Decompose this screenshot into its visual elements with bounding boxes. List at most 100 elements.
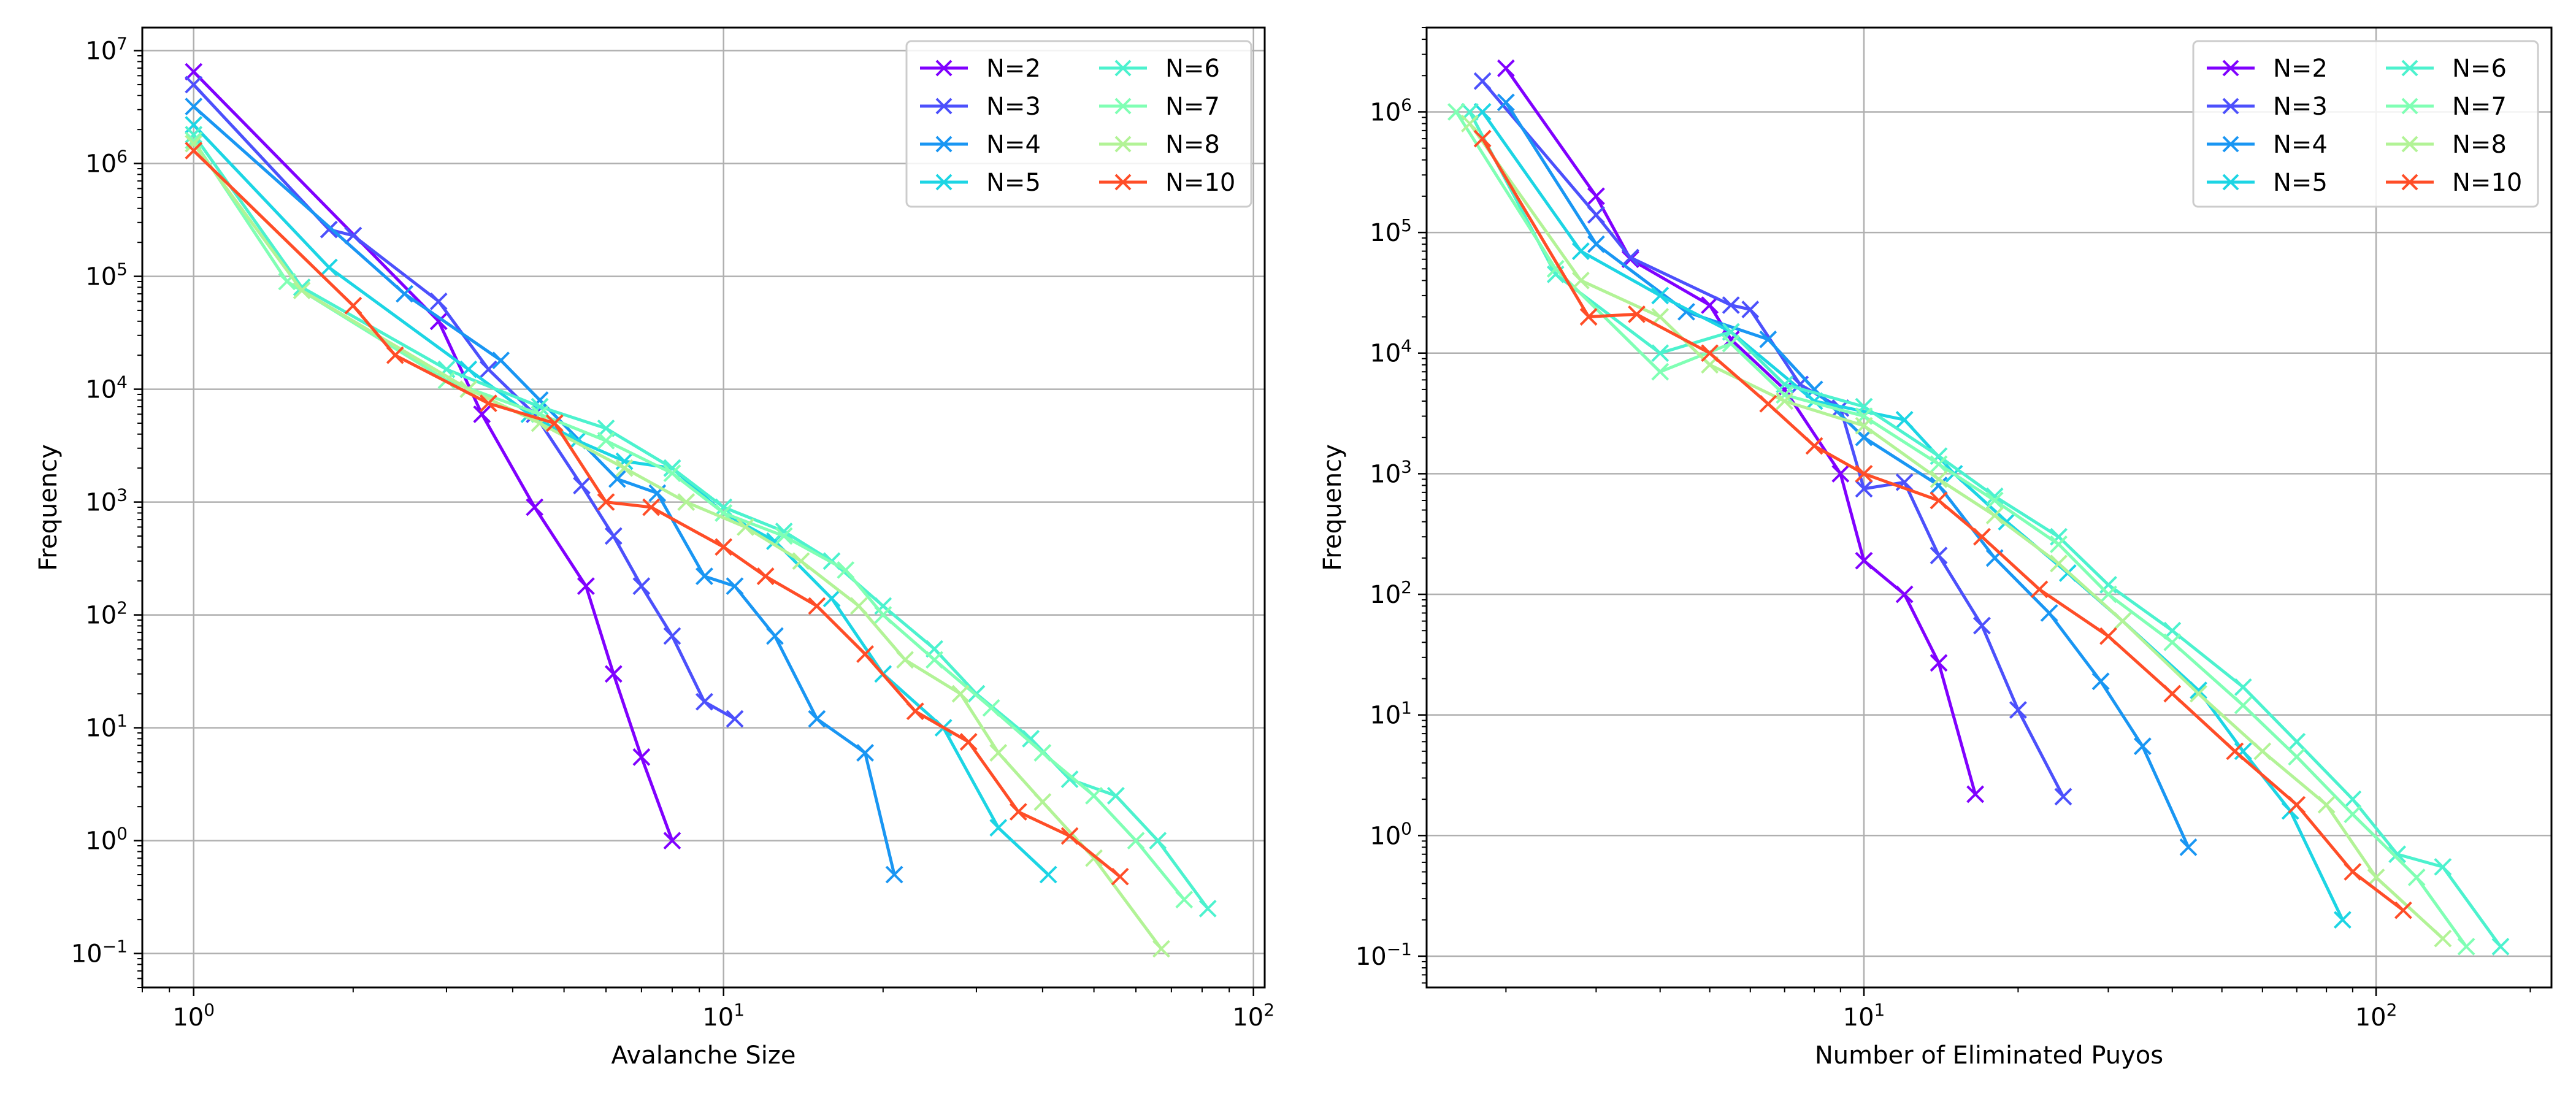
data-point-marker	[837, 561, 855, 579]
data-point-marker	[429, 312, 448, 331]
data-point-marker	[1587, 187, 1605, 205]
legend-swatch-marker	[2401, 59, 2418, 77]
data-point-marker	[775, 527, 793, 545]
data-point-marker	[856, 744, 874, 762]
series-line	[192, 123, 1049, 876]
data-point-marker	[2407, 868, 2426, 886]
data-point-marker	[2099, 627, 2117, 645]
y-tick-label: 105	[85, 259, 128, 291]
y-tick-label: 102	[1370, 577, 1412, 609]
data-point-marker	[2190, 681, 2207, 699]
data-point-marker	[1473, 129, 1492, 148]
data-point-marker	[2288, 732, 2306, 751]
x-tick-label: 102	[2355, 1000, 2398, 1032]
data-point-marker	[473, 405, 491, 423]
legend-label: N=4	[986, 131, 1041, 159]
data-point-marker	[989, 744, 1008, 762]
data-point-marker	[663, 832, 681, 850]
legend-label: N=6	[1165, 55, 1220, 83]
grid	[142, 28, 1265, 987]
legend-label: N=8	[2452, 131, 2507, 159]
data-point-marker	[1447, 103, 1465, 121]
series-n-8	[1460, 115, 2452, 948]
legend-box	[905, 40, 1252, 208]
data-point-marker	[2317, 795, 2336, 814]
series-group	[1447, 59, 2510, 956]
data-point-marker	[396, 285, 413, 303]
data-point-marker	[1776, 392, 1794, 410]
data-point-marker	[1198, 899, 1217, 918]
data-point-marker	[185, 75, 203, 94]
legend-label: N=5	[2273, 169, 2328, 197]
legend-label: N=6	[2452, 55, 2507, 83]
legend-box	[2192, 40, 2539, 208]
data-point-marker	[1855, 551, 1873, 570]
y-axis-label: Frequency	[1319, 444, 1347, 571]
data-point-marker	[1022, 730, 1040, 748]
data-point-marker	[344, 296, 362, 315]
legend-label: N=7	[2452, 93, 2507, 121]
data-point-marker	[677, 493, 696, 511]
x-tick-label: 102	[1232, 1000, 1275, 1032]
data-point-marker	[1546, 259, 1565, 278]
data-point-marker	[1930, 546, 1948, 565]
data-point-marker	[386, 346, 404, 364]
legend-item: N=5	[2207, 169, 2328, 197]
data-point-marker	[2333, 911, 2352, 929]
data-point-marker	[1587, 235, 1605, 253]
data-point-marker	[2050, 527, 2068, 546]
data-point-marker	[1985, 507, 2004, 524]
data-point-marker	[726, 577, 744, 596]
x-axis-label: Avalanche Size	[611, 1041, 796, 1070]
series-line	[192, 142, 1163, 950]
data-point-marker	[856, 645, 874, 663]
y-tick-label: 104	[85, 372, 128, 404]
data-point-marker	[756, 567, 775, 585]
data-point-marker	[2288, 748, 2306, 766]
data-point-marker	[2434, 857, 2452, 876]
legend-item: N=6	[1099, 55, 1220, 83]
data-point-marker	[696, 692, 713, 711]
data-point-marker	[2050, 554, 2068, 573]
data-point-marker	[1033, 793, 1052, 811]
series-n-6	[1460, 103, 2510, 956]
x-axis-label: Number of Eliminated Puyos	[1815, 1041, 2163, 1070]
data-point-marker	[926, 651, 943, 669]
series-n-4	[185, 98, 903, 884]
data-point-marker	[775, 522, 793, 540]
plot-frame	[1425, 26, 2553, 989]
data-point-marker	[632, 577, 651, 596]
data-point-marker	[320, 258, 338, 277]
data-point-marker	[2190, 684, 2207, 703]
y-tick-label: 106	[1370, 94, 1412, 126]
data-point-marker	[2394, 901, 2412, 919]
series-line	[1505, 101, 2190, 848]
data-point-marker	[185, 98, 203, 116]
data-point-marker	[1973, 527, 1991, 546]
data-point-marker	[2054, 788, 2072, 806]
data-point-marker	[1930, 455, 1948, 473]
data-point-marker	[822, 589, 841, 608]
data-point-marker	[792, 552, 810, 570]
legend-label: N=3	[2273, 93, 2328, 121]
data-point-marker	[2040, 604, 2058, 622]
series-n-2	[185, 63, 681, 850]
legend-item: N=3	[2207, 93, 2328, 121]
legend: N=2 N=3 N=4 N=5 N=6 N=7 N=8 N=10	[2192, 40, 2539, 208]
data-point-marker	[1033, 744, 1052, 762]
data-point-marker	[185, 142, 203, 160]
data-point-marker	[1805, 437, 1823, 455]
data-point-marker	[1651, 362, 1669, 381]
data-point-marker	[1973, 616, 1991, 635]
legend-swatch-marker	[935, 174, 953, 191]
legend-swatch-marker	[935, 98, 953, 115]
y-tick-label: 101	[85, 711, 128, 743]
legend-label: N=8	[1165, 131, 1220, 159]
legend-swatch-marker	[2401, 174, 2418, 191]
y-axis-label: Frequency	[34, 444, 63, 571]
data-point-marker	[982, 699, 1000, 717]
legend-label: N=3	[986, 93, 1041, 121]
data-point-marker	[479, 360, 497, 378]
y-tick-label: 10−1	[1355, 939, 1412, 971]
